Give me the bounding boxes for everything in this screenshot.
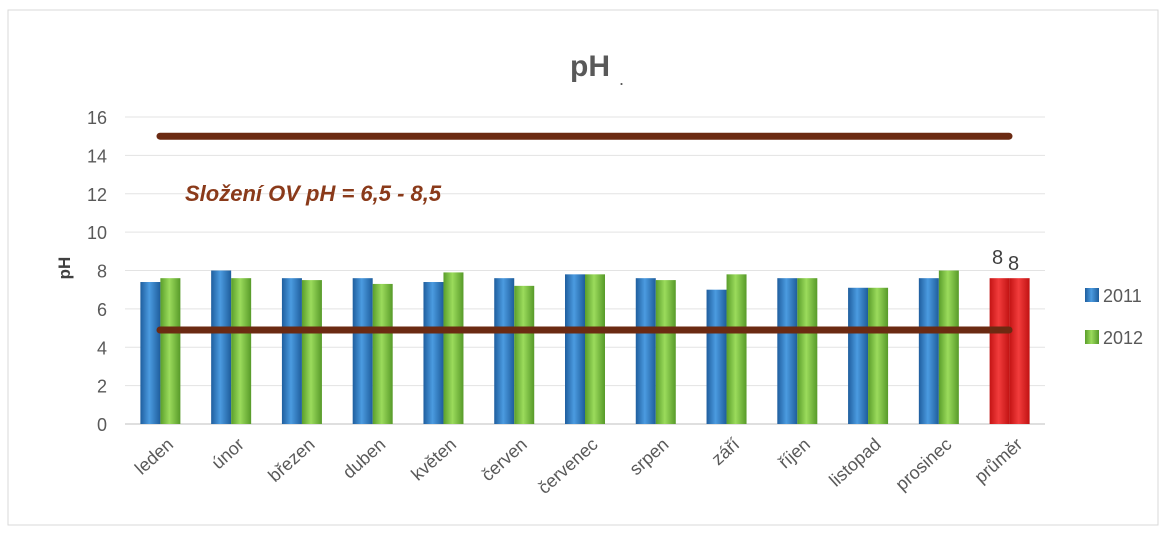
bar-2011-červenec — [565, 274, 585, 424]
bar-2011-průměr — [989, 278, 1010, 424]
y-tick-label: 14 — [87, 146, 107, 166]
bar-2011-duben — [352, 278, 373, 424]
legend-label: 2012 — [1103, 328, 1143, 348]
bar-2011-prosinec — [918, 278, 939, 424]
bars — [140, 270, 1030, 424]
y-tick-label: 8 — [97, 262, 107, 282]
chart-title: pH — [570, 50, 610, 83]
annotation-text: Složení OV pH = 6,5 - 8,5 — [185, 181, 442, 206]
bar-2011-srpen — [635, 278, 656, 424]
y-tick-label: 2 — [97, 377, 107, 397]
data-label: 8 — [1008, 253, 1019, 275]
bar-2012-říjen — [797, 278, 818, 424]
y-tick-label: 4 — [97, 338, 107, 358]
bar-2012-prosinec — [938, 270, 959, 424]
legend-label: 2011 — [1103, 286, 1142, 306]
chart-border — [7, 9, 1159, 526]
bar-2012-průměr — [1009, 278, 1030, 424]
bar-2012-červen — [514, 285, 535, 424]
y-tick-label: 0 — [97, 415, 107, 435]
legend-swatch-2011 — [1085, 288, 1099, 302]
y-tick-labels: 0 2 4 6 8 10 12 14 16 — [87, 108, 107, 435]
bar-2012-září — [726, 274, 747, 424]
bar-2012-duben — [372, 283, 393, 424]
bar-2012-srpen — [655, 280, 676, 424]
bar-2011-červen — [494, 278, 515, 424]
bar-2011-září — [706, 289, 727, 424]
y-tick-label: 12 — [87, 185, 107, 205]
bar-2012-únor — [231, 278, 252, 424]
bar-2011-listopad — [848, 287, 869, 424]
bar-2011-březen — [281, 278, 302, 424]
bar-2011-únor — [211, 270, 232, 424]
legend: 2011 2012 — [1085, 286, 1143, 348]
bar-2011-leden — [140, 282, 161, 424]
bar-2011-květen — [423, 282, 444, 424]
bar-2012-březen — [301, 280, 322, 424]
bar-2012-leden — [160, 278, 181, 424]
y-axis-label: pH — [55, 257, 74, 280]
legend-swatch-2012 — [1085, 330, 1099, 344]
bar-2012-listopad — [868, 287, 889, 424]
chart-title-suffix: . — [619, 69, 624, 89]
y-tick-label: 6 — [97, 300, 107, 320]
y-tick-label: 10 — [87, 223, 107, 243]
bar-2012-červenec — [585, 274, 605, 424]
data-label: 8 — [992, 247, 1003, 269]
bar-2011-říjen — [777, 278, 798, 424]
gridlines — [125, 116, 1045, 425]
bar-2012-květen — [443, 272, 464, 424]
reference-lines — [156, 132, 1013, 334]
y-tick-label: 16 — [87, 108, 107, 128]
